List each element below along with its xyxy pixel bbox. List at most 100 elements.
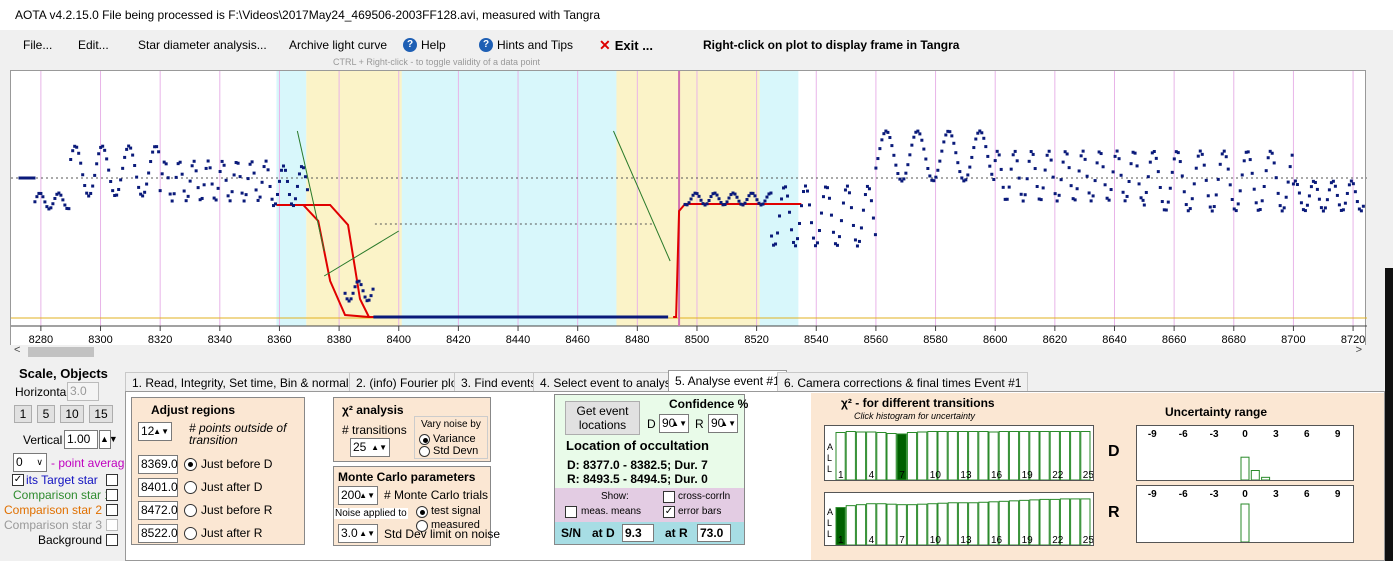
before-d-input[interactable]: 8369.0: [138, 455, 178, 474]
data-point: [823, 185, 827, 189]
chi2-bar: [1070, 498, 1081, 546]
vertical-scale-input[interactable]: 1.00: [64, 430, 98, 449]
chi2-histogram-d[interactable]: A L L 1 4 7 10 13 16 19 22 25: [824, 425, 1094, 481]
trials-input[interactable]: 200 ▲▼: [338, 486, 378, 505]
data-point: [1307, 194, 1311, 198]
tab-camera-corrections[interactable]: 6. Camera corrections & final times Even…: [777, 372, 1029, 392]
data-point: [1293, 179, 1297, 183]
axis-letter: L: [827, 464, 832, 474]
tab-read-integrity[interactable]: 1. Read, Integrity, Set time, Bin & norm…: [125, 372, 371, 392]
comp1-checkbox[interactable]: [106, 489, 118, 501]
data-point: [559, 315, 563, 319]
data-point: [890, 144, 894, 148]
points-outside-input[interactable]: 12 ▲▼: [138, 422, 172, 441]
x-tick-label: 8600: [983, 334, 1007, 346]
menu-exit[interactable]: ✕ Exit ...: [599, 37, 653, 54]
plot-scrollbar[interactable]: < >: [10, 344, 1366, 359]
data-point: [859, 226, 863, 230]
light-curve-plot[interactable]: 8280 8300 8320 8340 8360 8380 8400 8420 8440 8460…: [10, 70, 1367, 347]
meas-means-checkbox[interactable]: [565, 506, 577, 518]
menu-file[interactable]: File...: [23, 38, 53, 52]
data-point: [35, 195, 39, 199]
std-limit-input[interactable]: 3.0 ▲▼: [338, 524, 378, 543]
cross-corr-checkbox[interactable]: [663, 491, 675, 503]
data-point: [765, 195, 769, 199]
scale-5-button[interactable]: 5: [37, 405, 55, 423]
plot-canvas[interactable]: 8280 8300 8320 8340 8360 8380 8400 8420 8440 8460…: [11, 71, 1367, 347]
after-d-input[interactable]: 8401.0: [138, 478, 178, 497]
menu-help[interactable]: ? Help: [403, 38, 446, 52]
scroll-thumb[interactable]: [28, 347, 94, 357]
cross-corr-label: cross-corrln: [678, 491, 731, 502]
confidence-title: Confidence %: [669, 397, 749, 411]
stddevn-radio[interactable]: [419, 446, 430, 457]
menu-archive-light-curve[interactable]: Archive light curve: [289, 38, 388, 52]
data-point: [37, 191, 41, 195]
confidence-d-input[interactable]: 90 ▲▼: [659, 414, 689, 433]
tab-select-event[interactable]: 4. Select event to analyse: [533, 372, 685, 392]
point-average-select[interactable]: 0 ∨: [13, 453, 47, 472]
data-point: [395, 315, 399, 319]
before-r-radio[interactable]: [184, 504, 197, 517]
test-signal-radio[interactable]: [416, 506, 428, 518]
data-point: [301, 166, 305, 170]
data-point: [291, 204, 295, 208]
data-point: [24, 176, 28, 180]
after-r-input[interactable]: 8522.0: [138, 524, 178, 543]
scale-15-button[interactable]: 15: [89, 405, 113, 423]
data-point: [277, 179, 281, 183]
data-point: [1280, 209, 1284, 213]
sn-bar: S/N at D 9.3 at R 73.0: [555, 522, 744, 544]
horizontal-scale-input[interactable]: 3.0: [67, 382, 99, 401]
hist-d-label: D: [1108, 443, 1120, 460]
before-r-input[interactable]: 8472.0: [138, 501, 178, 520]
comp2-checkbox[interactable]: [106, 504, 118, 516]
data-point: [733, 192, 737, 196]
before-d-label: Just before D: [201, 457, 273, 471]
data-point: [1087, 191, 1091, 195]
scroll-right-icon[interactable]: >: [1355, 344, 1362, 356]
chi2-bar: [855, 431, 867, 481]
chi2-tick-label: 4: [869, 535, 875, 545]
spin-arrows-icon: ▲▼: [720, 419, 736, 428]
measured-radio[interactable]: [416, 520, 428, 532]
target-star-visible-checkbox[interactable]: [106, 474, 118, 486]
after-r-radio[interactable]: [184, 527, 197, 540]
before-d-radio[interactable]: [184, 458, 197, 471]
data-point: [75, 145, 79, 149]
data-point: [271, 204, 275, 208]
after-d-radio[interactable]: [184, 481, 197, 494]
background-checkbox[interactable]: [106, 534, 118, 546]
target-star-checkbox[interactable]: ✓: [12, 474, 24, 486]
data-point: [541, 315, 545, 319]
data-point: [228, 199, 232, 203]
comp3-checkbox[interactable]: [106, 519, 118, 531]
data-point: [711, 192, 715, 196]
spin-arrows-icon[interactable]: ▲▼: [99, 430, 118, 449]
tab-find-events[interactable]: 3. Find events: [454, 372, 544, 392]
transitions-input[interactable]: 25 ▲▼: [350, 438, 390, 457]
data-point: [1093, 179, 1097, 183]
confidence-r-input[interactable]: 90 ▲▼: [708, 414, 738, 433]
get-event-locations-button[interactable]: Get event locations: [565, 401, 640, 435]
variance-radio[interactable]: [419, 434, 430, 445]
tab-fourier[interactable]: 2. (info) Fourier plot: [349, 372, 468, 392]
data-point: [691, 193, 695, 197]
chi2-histogram-r[interactable]: A L L 1 4 7 10 13 16 19 22 25: [824, 492, 1094, 546]
data-point: [1095, 161, 1099, 165]
data-point: [170, 199, 174, 203]
scroll-left-icon[interactable]: <: [14, 344, 21, 356]
error-bars-checkbox[interactable]: ✓: [663, 506, 675, 518]
menu-edit[interactable]: Edit...: [78, 38, 109, 52]
menu-star-diameter[interactable]: Star diameter analysis...: [138, 38, 267, 52]
data-point: [855, 244, 859, 248]
data-point: [1299, 201, 1303, 205]
scale-10-button[interactable]: 10: [60, 405, 84, 423]
tab-analyse-event[interactable]: 5. Analyse event #1: [668, 370, 787, 392]
show-label: Show:: [601, 491, 629, 502]
menu-hints[interactable]: ? Hints and Tips: [479, 38, 573, 52]
scale-1-button[interactable]: 1: [14, 405, 32, 423]
data-point: [133, 164, 137, 168]
